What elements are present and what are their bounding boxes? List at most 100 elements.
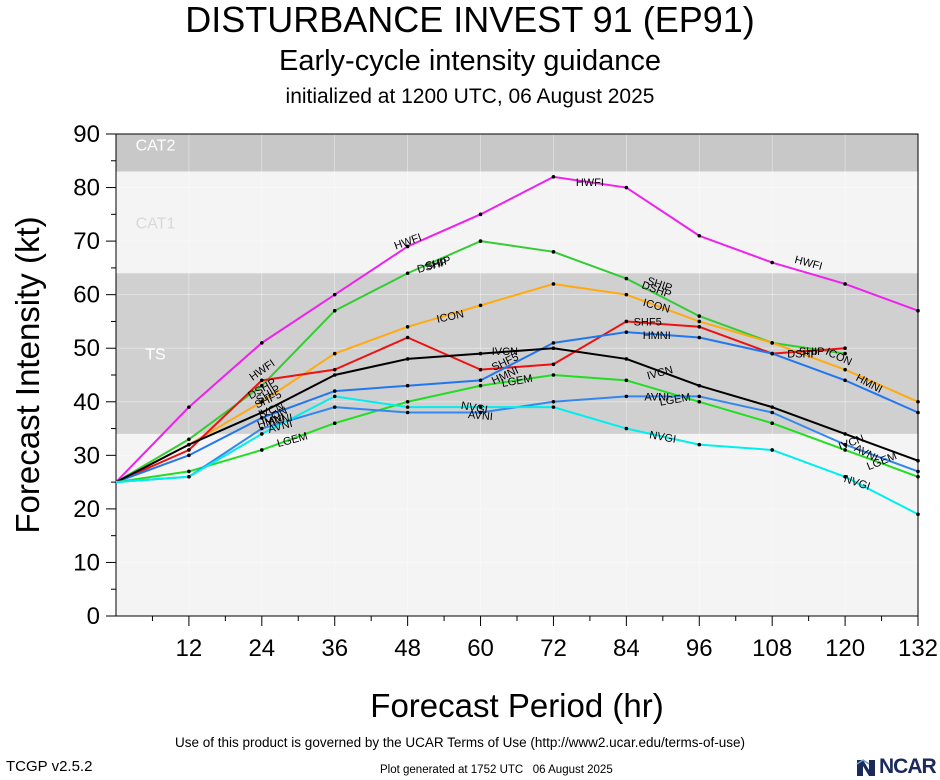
intensity-chart: CAT2 CAT1 TS 0 10 20 30 40 50 60 70 80 90 12 24 36 48 60 7… <box>73 121 938 662</box>
series-line-hmni <box>115 331 919 484</box>
terms-of-use: Use of this product is governed by the U… <box>175 735 745 750</box>
data-point-avni <box>405 410 410 415</box>
data-point-ivcn <box>405 357 410 361</box>
series-label-dshp: DSHP <box>787 349 818 361</box>
data-point-dshp <box>478 239 483 243</box>
data-point-ivcn <box>478 351 483 356</box>
data-point-lgem <box>624 378 629 383</box>
series-label-lgem: LGEM <box>659 391 692 408</box>
data-point-ivcn <box>770 405 774 409</box>
data-point-ivcn <box>624 357 629 361</box>
series-label-avni: AVNI <box>267 412 294 428</box>
data-point-lgem <box>916 474 920 479</box>
band-cat1 <box>116 171 918 274</box>
data-point-lgem <box>187 469 191 474</box>
y-tick-label: 20 <box>73 496 100 523</box>
data-point-nvgi <box>187 474 191 479</box>
data-point-nvgi <box>697 442 702 447</box>
series-label-ship: SHIP <box>799 346 825 358</box>
data-point-hmni <box>770 351 774 356</box>
series-label-hmni: HMNI <box>643 330 671 342</box>
data-point-shf5 <box>187 448 191 452</box>
data-point-hmni <box>260 416 264 420</box>
data-point-nvgi <box>624 426 629 431</box>
data-point-hmni <box>478 378 483 383</box>
data-point-dshp <box>624 276 629 281</box>
data-point-ivcn <box>260 410 264 415</box>
data-point-ivcn <box>551 346 556 351</box>
data-point-lgem <box>770 421 774 426</box>
data-point-hwfi <box>405 244 410 249</box>
data-point-lgem <box>260 448 264 452</box>
data-point-ivcn <box>332 373 337 377</box>
data-point-hwfi <box>187 405 191 409</box>
data-point-hwfi <box>332 292 337 297</box>
y-tick-label: 90 <box>73 121 100 148</box>
series-label-nvgi: NVGI <box>460 400 489 416</box>
generated-time: Plot generated at 1752 UTC 06 August 202… <box>380 764 613 776</box>
data-point-lgem <box>551 373 556 377</box>
chart-subtitle: Early-cycle intensity guidance <box>278 45 661 77</box>
data-point-hwfi <box>478 212 483 217</box>
band-label-ts: TS <box>145 347 165 364</box>
data-point-avni <box>551 399 556 404</box>
y-tick-label: 30 <box>73 442 100 469</box>
data-point-hmni <box>624 330 629 334</box>
data-point-avni <box>478 410 483 415</box>
series-line-icon <box>115 282 919 484</box>
data-point-hwfi <box>260 341 264 345</box>
ncar-logo-icon <box>856 759 875 776</box>
data-point-hmni <box>916 410 920 415</box>
x-tick-label: 120 <box>825 635 865 662</box>
y-tick-label: 0 <box>87 603 100 630</box>
x-tick-label: 132 <box>898 635 938 662</box>
y-tick-label: 60 <box>73 282 100 309</box>
version-label: TCGP v2.5.2 <box>6 758 93 775</box>
data-point-nvgi <box>770 448 774 452</box>
y-tick-label: 40 <box>73 389 100 416</box>
band-td <box>116 433 918 616</box>
data-point-avni <box>843 442 847 447</box>
data-point-nvgi <box>843 474 847 479</box>
data-point-dshp <box>405 271 410 276</box>
data-point-shf5 <box>332 367 337 372</box>
data-point-shf5 <box>478 367 483 372</box>
data-point-icon <box>551 282 556 286</box>
series-line-lgem <box>115 374 919 484</box>
data-point-hmni <box>843 378 847 383</box>
series-line-nvgi <box>115 395 919 516</box>
series-label-shf5: SHF5 <box>634 316 662 328</box>
data-point-lgem <box>478 383 483 388</box>
data-point-icon <box>260 399 264 404</box>
series-label-hwfi: HWFI <box>576 177 604 189</box>
y-tick-label: 70 <box>73 228 100 255</box>
x-tick-label: 96 <box>686 635 713 662</box>
data-point-dshp <box>187 437 191 442</box>
data-point-shf5 <box>697 325 702 329</box>
ncar-logo: NCAR <box>855 754 937 780</box>
data-point-nvgi <box>260 432 264 436</box>
y-tick-label: 10 <box>73 549 100 576</box>
data-point-dshp <box>260 383 264 388</box>
ncar-logo-text: NCAR <box>879 755 937 778</box>
data-point-icon <box>843 367 847 372</box>
x-tick-label: 84 <box>613 635 640 662</box>
data-point-avni <box>916 469 920 474</box>
data-point-ivcn <box>187 442 191 447</box>
data-point-hwfi <box>551 175 556 179</box>
data-point-hwfi <box>770 260 774 265</box>
data-point-hmni <box>405 383 410 388</box>
data-point-icon <box>624 292 629 297</box>
data-point-icon <box>916 399 920 404</box>
x-axis-label: Forecast Period (hr) <box>370 687 664 724</box>
series-label-nvgi: NVGI <box>648 429 677 445</box>
x-tick-label: 24 <box>248 635 275 662</box>
data-point-hwfi <box>697 233 702 238</box>
y-tick-label: 80 <box>73 175 100 202</box>
data-point-nvgi <box>478 405 483 409</box>
data-point-ivcn <box>916 458 920 463</box>
data-point-avni <box>260 426 264 431</box>
data-point-hmni <box>697 335 702 340</box>
data-point-lgem <box>405 399 410 404</box>
data-point-hmni <box>187 453 191 458</box>
